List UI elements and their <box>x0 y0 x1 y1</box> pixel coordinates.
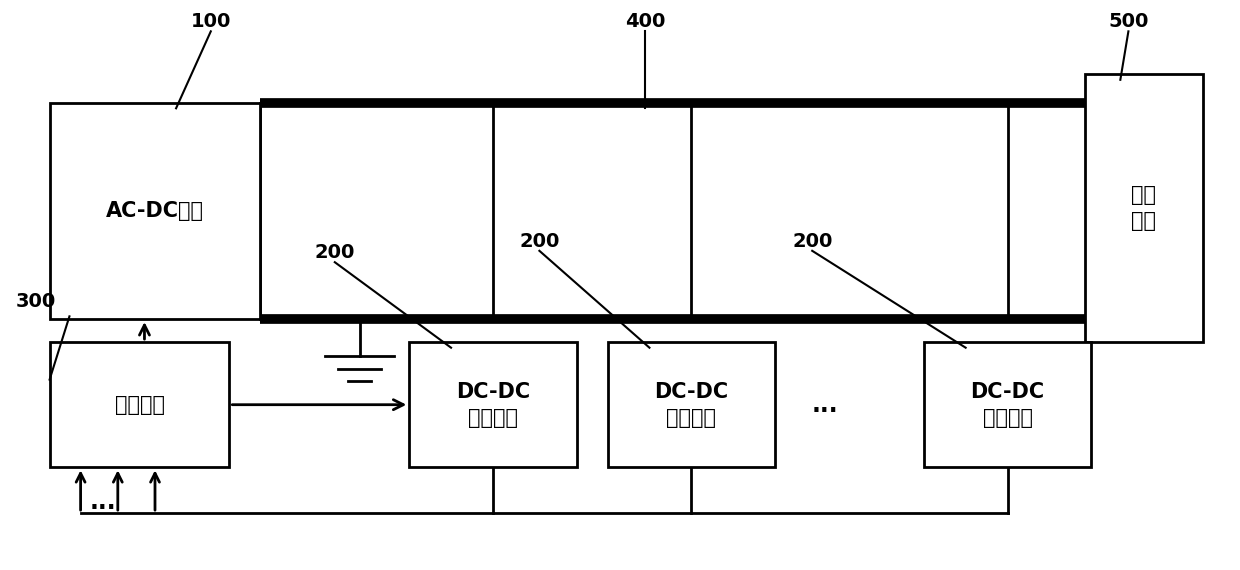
Text: AC-DC模块: AC-DC模块 <box>105 201 205 221</box>
Text: ...: ... <box>811 393 838 417</box>
Text: 500: 500 <box>1109 13 1148 31</box>
Bar <box>608 342 775 467</box>
Text: DC-DC
充电模块: DC-DC 充电模块 <box>456 381 529 428</box>
Bar <box>924 342 1091 467</box>
Text: 储能
单元: 储能 单元 <box>1131 185 1157 231</box>
Text: 200: 200 <box>792 232 832 251</box>
Text: ...: ... <box>89 490 117 514</box>
Text: DC-DC
充电模块: DC-DC 充电模块 <box>655 381 728 428</box>
Text: 300: 300 <box>16 292 56 311</box>
Text: 200: 200 <box>315 243 355 262</box>
Text: 100: 100 <box>191 13 231 31</box>
Text: 400: 400 <box>625 13 665 31</box>
Bar <box>50 103 260 319</box>
Text: 控制模块: 控制模块 <box>114 394 165 415</box>
Text: 200: 200 <box>520 232 559 251</box>
Text: DC-DC
充电模块: DC-DC 充电模块 <box>971 381 1044 428</box>
Bar <box>1085 74 1203 342</box>
Bar <box>409 342 577 467</box>
Bar <box>50 342 229 467</box>
